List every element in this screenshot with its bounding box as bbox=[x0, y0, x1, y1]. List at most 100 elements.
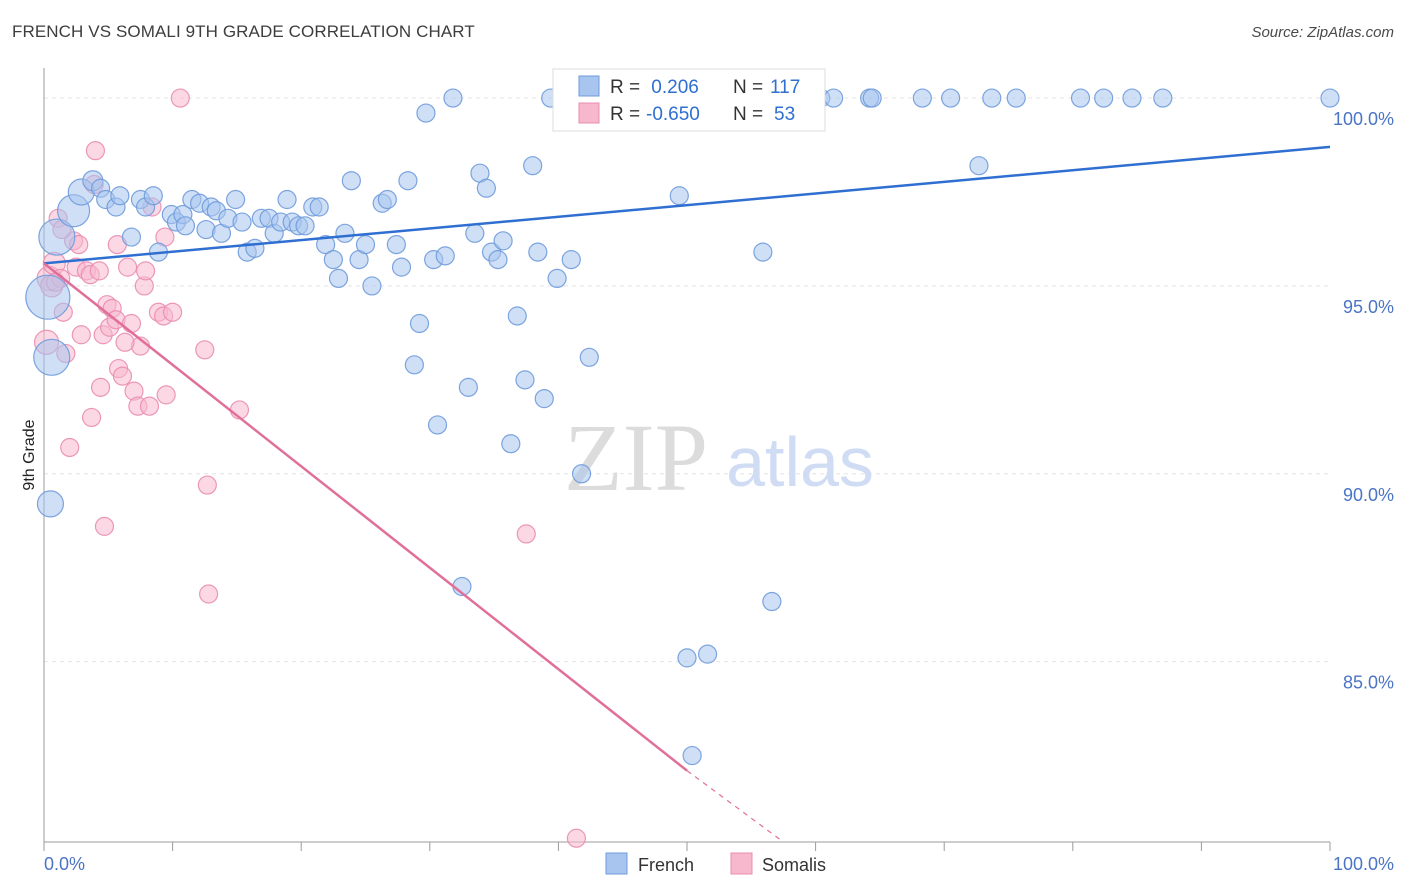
french-n-label: N = bbox=[733, 77, 763, 98]
french-point bbox=[824, 88, 844, 108]
french-point bbox=[458, 377, 478, 397]
french-point bbox=[33, 338, 71, 376]
source-credit: Source: ZipAtlas.com bbox=[1251, 24, 1394, 41]
french-point bbox=[427, 415, 448, 435]
french-point bbox=[226, 189, 246, 210]
french-point bbox=[110, 186, 130, 206]
y-tick-label: 100.0% bbox=[1333, 109, 1394, 129]
somali-point bbox=[117, 257, 138, 277]
french-point bbox=[561, 250, 581, 270]
somali-series-swatch bbox=[730, 852, 753, 875]
french-point bbox=[753, 242, 773, 262]
trend-lines bbox=[43, 145, 1331, 843]
french-point bbox=[501, 434, 521, 454]
french-point bbox=[328, 268, 349, 289]
watermark: ZIP atlas bbox=[564, 404, 874, 511]
french-point bbox=[443, 88, 463, 108]
watermark-atlas: atlas bbox=[726, 423, 874, 501]
somali-point bbox=[112, 366, 133, 386]
french-point bbox=[416, 103, 436, 123]
somali-point bbox=[115, 332, 135, 352]
french-point bbox=[38, 218, 76, 256]
french-point bbox=[25, 274, 71, 320]
somali-point bbox=[121, 313, 142, 334]
french-point bbox=[1006, 88, 1026, 108]
french-point bbox=[682, 745, 702, 766]
somali-r-label: R = bbox=[610, 104, 640, 125]
somali-series-label: Somalis bbox=[762, 855, 826, 875]
french-point bbox=[493, 231, 513, 251]
french-point bbox=[409, 313, 430, 334]
french-point bbox=[1153, 88, 1173, 108]
watermark-zip: ZIP bbox=[564, 404, 708, 511]
french-point bbox=[862, 88, 882, 108]
french-point bbox=[762, 591, 782, 612]
somali-point bbox=[156, 385, 176, 405]
y-tick-label: 90.0% bbox=[1343, 485, 1394, 505]
french-point bbox=[547, 268, 567, 289]
somali-point bbox=[81, 407, 102, 428]
french-r-label: R = bbox=[610, 77, 640, 98]
somali-trend-line bbox=[43, 262, 688, 772]
somali-point bbox=[135, 261, 156, 281]
french-point bbox=[697, 644, 718, 664]
french-trend-line bbox=[43, 145, 1331, 265]
french-point bbox=[982, 88, 1002, 108]
french-point bbox=[465, 223, 485, 243]
french-point bbox=[534, 389, 554, 409]
chart-title: FRENCH VS SOMALI 9TH GRADE CORRELATION C… bbox=[12, 22, 475, 41]
somali-legend-swatch bbox=[578, 102, 600, 124]
french-point bbox=[1094, 88, 1114, 108]
somali-point bbox=[197, 475, 217, 495]
french-n-value: 117 bbox=[770, 77, 800, 98]
french-point bbox=[941, 88, 961, 108]
french-point bbox=[1122, 88, 1142, 108]
french-point bbox=[912, 88, 932, 108]
french-point bbox=[316, 234, 336, 255]
french-point bbox=[404, 355, 424, 375]
french-point bbox=[488, 250, 508, 270]
french-point bbox=[476, 178, 496, 198]
french-point bbox=[277, 189, 297, 210]
french-point bbox=[579, 347, 599, 367]
somali-trend-line-extension bbox=[686, 770, 784, 843]
somali-point bbox=[90, 377, 111, 397]
somali-point bbox=[566, 828, 587, 848]
somali-point bbox=[199, 584, 219, 604]
french-point bbox=[143, 186, 163, 206]
french-point bbox=[507, 306, 527, 326]
french-point bbox=[398, 171, 418, 191]
somali-point bbox=[516, 524, 536, 544]
french-legend-swatch bbox=[578, 75, 600, 97]
french-point bbox=[355, 234, 376, 255]
x-tick-label-max: 100.0% bbox=[1333, 854, 1394, 874]
french-point bbox=[36, 490, 65, 518]
french-point bbox=[669, 186, 689, 206]
french-point bbox=[523, 156, 543, 176]
french-point bbox=[677, 648, 697, 668]
somali-point bbox=[139, 396, 160, 416]
somali-point bbox=[195, 340, 215, 360]
somali-point bbox=[170, 88, 190, 108]
french-series-swatch bbox=[605, 852, 628, 875]
x-axis-tick-labels: 0.0% 100.0% bbox=[44, 854, 1394, 874]
french-point bbox=[175, 216, 196, 236]
french-point bbox=[323, 250, 343, 270]
somali-point bbox=[94, 516, 115, 536]
x-axis-ticks bbox=[43, 842, 1331, 851]
french-series-label: French bbox=[638, 855, 694, 875]
somali-point bbox=[60, 437, 80, 458]
french-point bbox=[295, 216, 315, 236]
french-point bbox=[245, 238, 265, 258]
somali-point bbox=[163, 302, 183, 322]
french-point bbox=[969, 156, 989, 176]
series-legend: French Somalis bbox=[605, 852, 826, 875]
french-point bbox=[362, 276, 382, 296]
french-point bbox=[121, 227, 142, 247]
french-point bbox=[1070, 88, 1091, 108]
french-point bbox=[232, 212, 252, 232]
x-tick-label-min: 0.0% bbox=[44, 854, 85, 874]
french-point bbox=[377, 189, 397, 210]
french-point bbox=[515, 370, 535, 390]
